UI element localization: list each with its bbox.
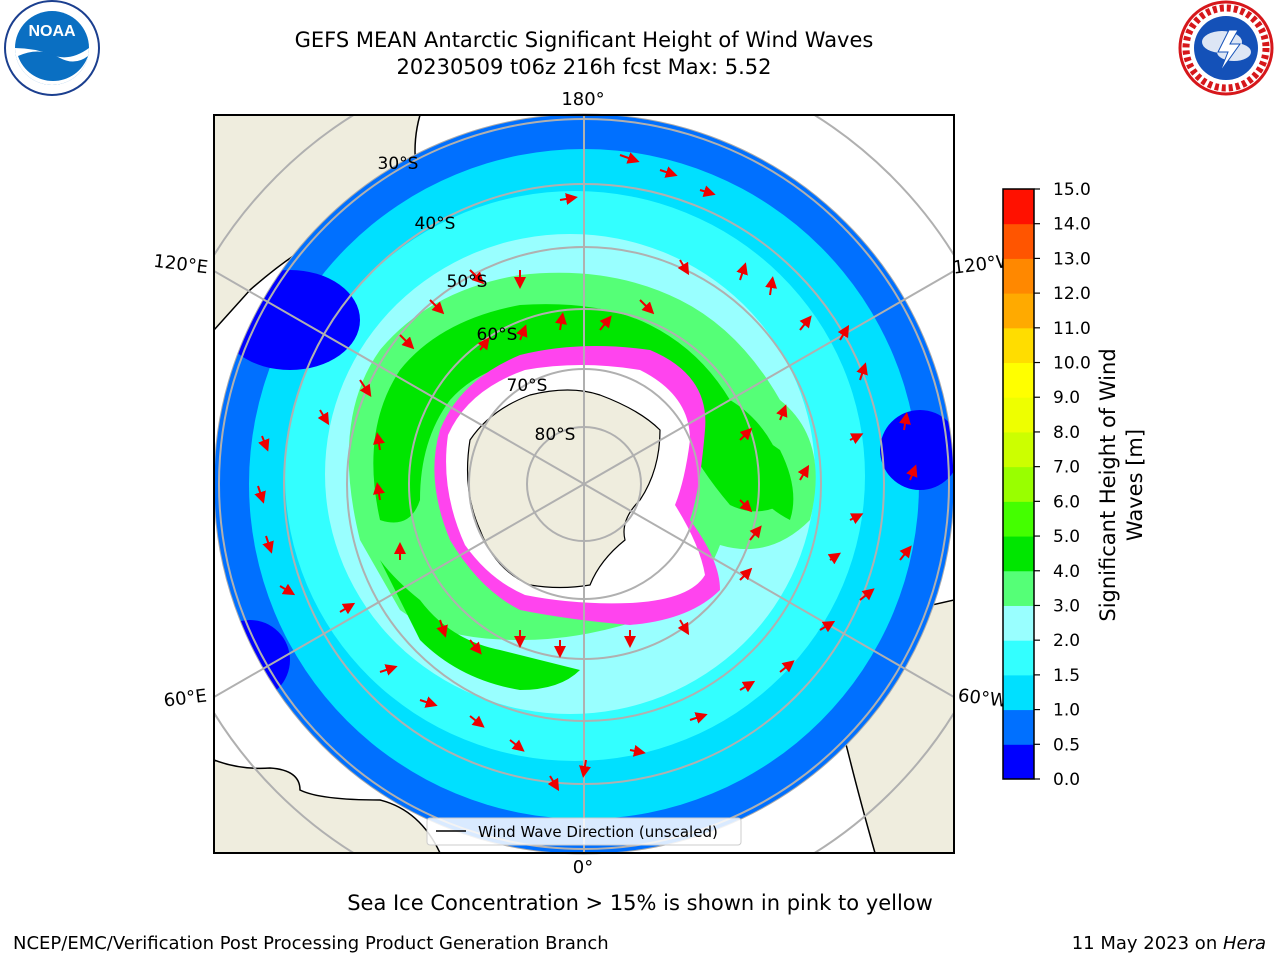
colorbar-tick-label: 3.0 bbox=[1053, 596, 1080, 616]
colorbar-segment bbox=[1003, 189, 1034, 225]
footer-date: 11 May 2023 on Hera bbox=[1072, 933, 1266, 954]
colorbar-label-line-2: Waves [m] bbox=[1123, 429, 1147, 541]
colorbar-segment bbox=[1003, 258, 1034, 294]
chart-title-line-2: 20230509 t06z 216h fcst Max: 5.52 bbox=[396, 55, 772, 79]
colorbar-segment bbox=[1003, 570, 1034, 606]
colorbar-tick-label: 12.0 bbox=[1053, 284, 1091, 304]
colorbar-tick-label: 2.0 bbox=[1053, 631, 1080, 651]
colorbar-segment bbox=[1003, 327, 1034, 364]
land-africa bbox=[214, 759, 441, 853]
colorbar-tick-label: 4.0 bbox=[1053, 562, 1080, 582]
colorbar-segment bbox=[1003, 640, 1034, 676]
colorbar-tick-label: 9.0 bbox=[1053, 388, 1080, 408]
colorbar-segment bbox=[1003, 431, 1034, 468]
colorbar-segments bbox=[1003, 189, 1034, 780]
nws-logo bbox=[1178, 0, 1274, 96]
colorbar-tick-label: 11.0 bbox=[1053, 319, 1091, 339]
colorbar-tick-label: 0.0 bbox=[1053, 770, 1080, 790]
lon-label-left-upper: 120°E bbox=[152, 251, 209, 279]
lat-label-30s: 30°S bbox=[378, 154, 419, 174]
colorbar-tick-label: 5.0 bbox=[1053, 527, 1080, 547]
lon-label-bottom: 0° bbox=[573, 857, 593, 878]
colorbar-tick-label: 14.0 bbox=[1053, 215, 1091, 235]
colorbar-tick-label: 7.0 bbox=[1053, 458, 1080, 478]
colorbar-segment bbox=[1003, 397, 1034, 433]
svg-text:NOAA: NOAA bbox=[28, 23, 76, 40]
colorbar-tick-label: 1.5 bbox=[1053, 666, 1080, 686]
colorbar-tick-label: 15.0 bbox=[1053, 180, 1091, 200]
colorbar-tick-label: 10.0 bbox=[1053, 354, 1091, 374]
wind-wave-arrows bbox=[254, 152, 918, 792]
caption: Sea Ice Concentration > 15% is shown in … bbox=[347, 891, 933, 915]
chart-title-line-1: GEFS MEAN Antarctic Significant Height o… bbox=[294, 28, 874, 52]
lat-label-60s: 60°S bbox=[477, 325, 518, 345]
colorbar-segment bbox=[1003, 536, 1034, 572]
colorbar-tick-label: 1.0 bbox=[1053, 701, 1080, 721]
lat-label-50s: 50°S bbox=[447, 272, 488, 292]
colorbar-tick-label: 6.0 bbox=[1053, 492, 1080, 512]
lat-label-80s: 80°S bbox=[535, 425, 576, 445]
colorbar-segment bbox=[1003, 223, 1034, 259]
map-legend: Wind Wave Direction (unscaled) bbox=[426, 817, 742, 846]
colorbar-tick-label: 13.0 bbox=[1053, 249, 1091, 269]
colorbar-segment bbox=[1003, 709, 1034, 745]
colorbar-segment bbox=[1003, 674, 1034, 711]
colorbar-segment bbox=[1003, 466, 1034, 502]
colorbar-segment bbox=[1003, 362, 1034, 398]
colorbar-tick-label: 0.5 bbox=[1053, 735, 1080, 755]
lon-label-left-lower: 60°E bbox=[163, 685, 209, 711]
footer-date-text: 11 May 2023 on bbox=[1071, 933, 1223, 954]
colorbar-tick-label: 8.0 bbox=[1053, 423, 1080, 443]
footer-machine: Hera bbox=[1222, 933, 1266, 954]
lat-label-40s: 40°S bbox=[415, 214, 456, 234]
colorbar-segment bbox=[1003, 293, 1034, 329]
footer-credit: NCEP/EMC/Verification Post Processing Pr… bbox=[13, 933, 609, 954]
colorbar-segment bbox=[1003, 605, 1034, 641]
colorbar-label-line-1: Significant Height of Wind bbox=[1096, 348, 1120, 621]
lon-label-top: 180° bbox=[561, 89, 604, 110]
colorbar: 0.0 0.5 1.0 1.5 2.0 3.0 4.0 5.0 6.0 7.0 8.0 9.0 10.0… bbox=[1002, 180, 1147, 790]
legend-label: Wind Wave Direction (unscaled) bbox=[478, 823, 718, 841]
graticule bbox=[214, 115, 954, 853]
lat-label-70s: 70°S bbox=[507, 376, 548, 396]
colorbar-segment bbox=[1003, 744, 1034, 780]
colorbar-segment bbox=[1003, 501, 1034, 537]
noaa-logo: NOAA bbox=[4, 0, 100, 96]
